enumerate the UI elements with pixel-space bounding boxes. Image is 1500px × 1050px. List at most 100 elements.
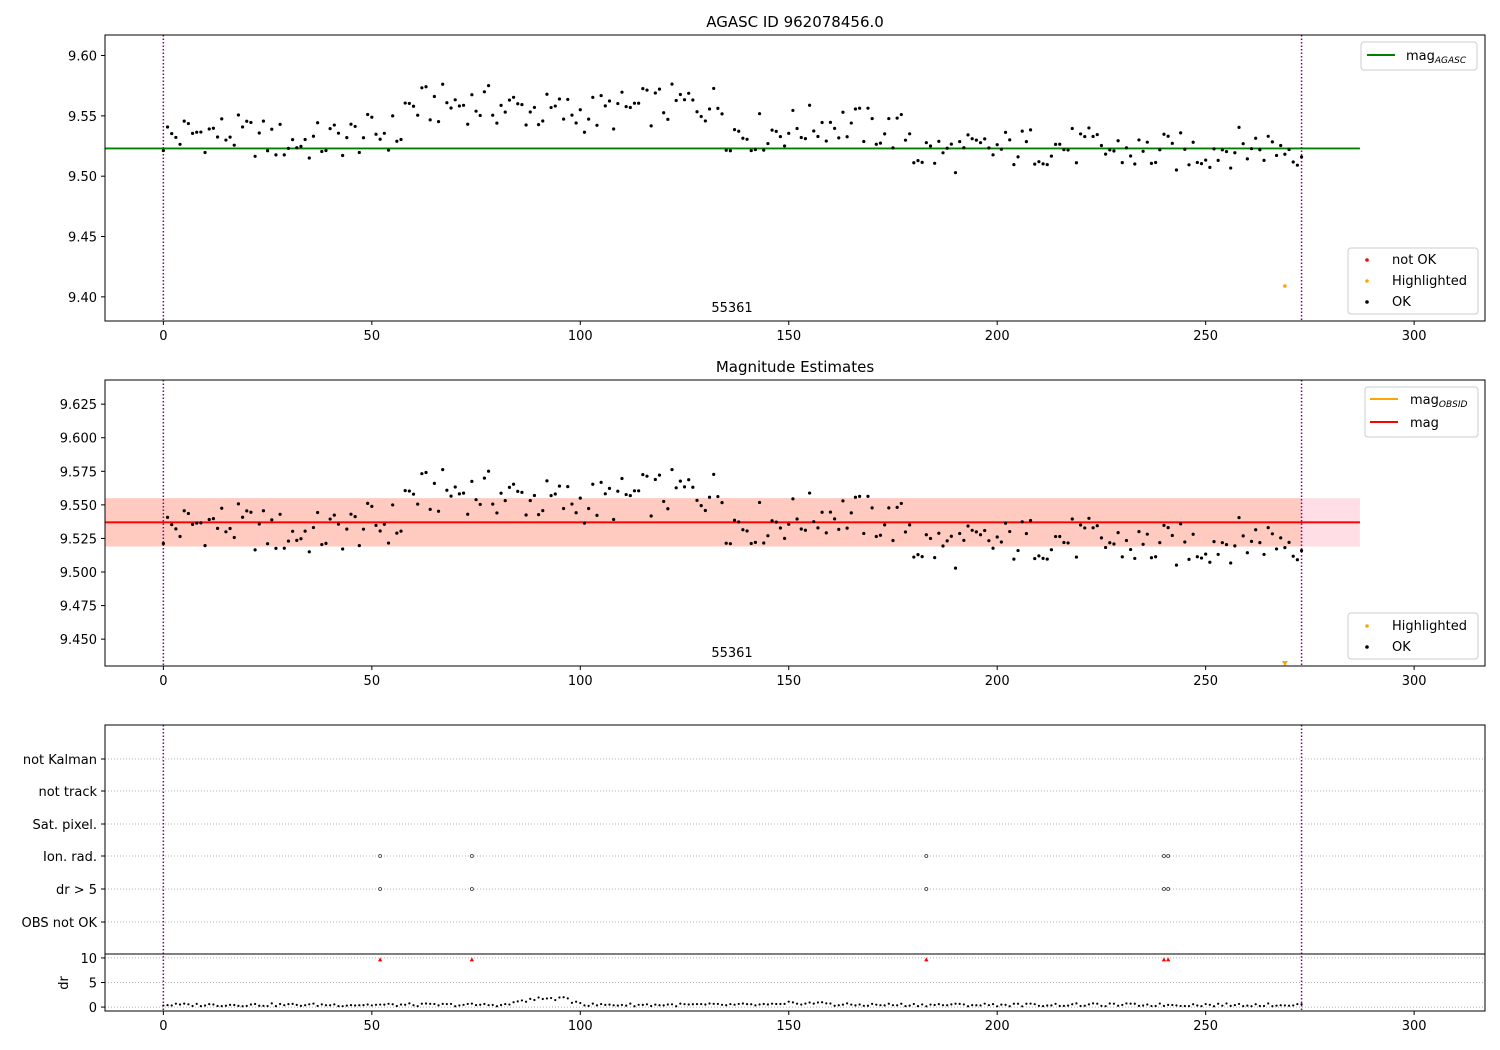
- estimates-ok-point: [1212, 540, 1216, 544]
- estimates-ok-point: [703, 508, 707, 513]
- agasc-ok-point: [1062, 148, 1066, 152]
- agasc-ok-point: [270, 127, 274, 131]
- estimates-ok-point: [474, 498, 478, 502]
- flag-point: [1162, 887, 1166, 891]
- estimates-ok-point: [782, 536, 787, 540]
- estimates-ok-point: [1295, 558, 1299, 562]
- estimates-ok-point: [249, 510, 253, 514]
- estimates-ok-point: [1245, 551, 1249, 555]
- agasc-ok-point: [695, 110, 699, 114]
- estimates-ok-point: [1162, 523, 1166, 527]
- agasc-ok-point: [883, 132, 887, 136]
- estimates-ok-point: [1299, 548, 1304, 553]
- agasc-ok-point: [1037, 160, 1041, 164]
- flag-point: [924, 854, 929, 858]
- estimates-ok-point: [620, 476, 624, 481]
- estimates-ok-point: [883, 523, 887, 527]
- agasc-ok-point: [1283, 152, 1287, 156]
- agasc-ok-point: [1024, 140, 1028, 144]
- dr-point: [1129, 1002, 1132, 1005]
- flags-xtick-label: 0: [159, 1019, 167, 1034]
- estimates-ok-point: [178, 534, 182, 539]
- dr-point: [208, 1003, 211, 1006]
- agasc-ok-point: [578, 108, 582, 112]
- dr-point: [299, 1004, 303, 1007]
- dr-point: [612, 1004, 615, 1007]
- agasc-ok-point: [261, 119, 266, 123]
- agasc-ok-point: [670, 82, 674, 86]
- estimates-ok-point: [987, 539, 991, 543]
- dr-clipped-marker: [1165, 957, 1171, 962]
- dr-point: [1054, 1002, 1057, 1005]
- agasc-ok-point: [211, 126, 215, 130]
- agasc-ok-point: [1237, 125, 1241, 129]
- dr-point: [183, 1002, 186, 1005]
- estimates-ok-point: [845, 526, 849, 530]
- agasc-ok-point: [507, 98, 512, 102]
- estimates-ok-point: [983, 528, 987, 533]
- agasc-ok-point: [1133, 162, 1137, 166]
- dr-point: [512, 1001, 515, 1004]
- agasc-ok-point: [1187, 163, 1191, 167]
- dr-point: [562, 996, 565, 999]
- agasc-ok-point: [466, 122, 470, 126]
- dr-point: [962, 1003, 965, 1006]
- estimates-ytick-label: 9.500: [60, 566, 97, 581]
- dr-point: [1283, 1004, 1286, 1007]
- estimates-ok-point: [165, 515, 170, 519]
- agasc-ok-point: [1287, 147, 1291, 152]
- dr-point: [295, 1003, 298, 1006]
- agasc-ok-point: [203, 150, 207, 155]
- agasc-ok-point: [833, 126, 837, 131]
- estimates-ok-point: [161, 541, 165, 546]
- estimates-ok-point: [741, 528, 745, 532]
- agasc-ok-point: [1045, 162, 1049, 167]
- agasc-ok-point: [1033, 162, 1037, 166]
- estimates-ok-point: [1108, 541, 1112, 545]
- agasc-ok-point: [345, 136, 349, 140]
- agasc-ok-point: [357, 150, 361, 155]
- agasc-ok-point: [545, 92, 549, 96]
- estimates-ok-point: [391, 503, 395, 507]
- estimates-ok-point: [420, 472, 424, 476]
- flag-point: [1162, 854, 1166, 858]
- estimates-ok-point: [174, 527, 178, 531]
- estimates-ok-point: [628, 493, 632, 498]
- estimates-ok-point: [670, 467, 674, 472]
- agasc-ok-point: [1149, 161, 1154, 165]
- estimates-ok-point: [215, 526, 220, 530]
- dr-point: [399, 1003, 403, 1006]
- agasc-ok-point: [228, 135, 232, 139]
- agasc-ok-point: [1212, 147, 1216, 151]
- estimates-point-legend: Highlighted OK: [1347, 612, 1479, 660]
- dr-point: [349, 1004, 353, 1007]
- dr-point: [337, 1004, 340, 1008]
- dr-point: [370, 1004, 373, 1007]
- agasc-ok-point: [1299, 155, 1304, 159]
- estimates-ok-point: [1249, 539, 1254, 543]
- dr-point: [846, 1002, 849, 1005]
- agasc-ok-point: [1274, 153, 1279, 158]
- estimates-ok-point: [1112, 542, 1116, 546]
- agasc-ok-point: [849, 121, 853, 125]
- dr-point: [1083, 1004, 1086, 1007]
- dr-point: [1142, 1004, 1145, 1007]
- estimates-ok-point: [1003, 521, 1008, 525]
- agasc-ok-point: [361, 136, 366, 140]
- estimates-ok-point: [195, 521, 199, 525]
- agasc-ok-point: [974, 138, 978, 142]
- agasc-ok-point: [316, 121, 320, 125]
- agasc-ok-point: [541, 119, 545, 123]
- agasc-ok-point: [224, 138, 228, 142]
- estimates-ytick-label: 9.475: [60, 600, 97, 615]
- estimates-ok-point: [170, 522, 174, 527]
- agasc-ok-point: [799, 135, 803, 140]
- estimates-ok-point: [762, 541, 766, 545]
- dr-point: [1217, 1002, 1220, 1005]
- estimates-ok-point: [591, 482, 595, 486]
- estimates-ok-point: [453, 485, 457, 489]
- dr-point: [166, 1003, 169, 1007]
- estimates-ok-point: [858, 494, 862, 498]
- agasc-ok-point: [199, 130, 203, 134]
- agasc-ok-point: [824, 139, 828, 143]
